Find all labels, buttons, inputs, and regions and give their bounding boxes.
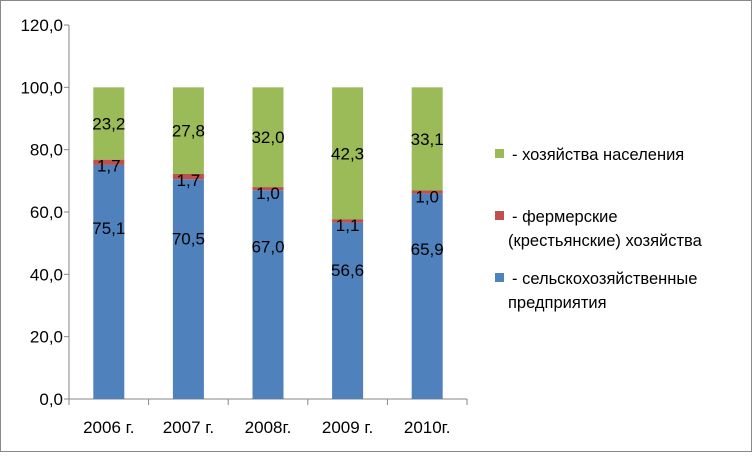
bar-segment	[252, 190, 284, 399]
data-label: 32,0	[251, 128, 284, 147]
bar-segment	[332, 87, 364, 220]
y-tick-label: 120,0	[20, 16, 63, 35]
legend-label: предприятия	[508, 294, 607, 312]
legend-label: (крестьянские) хозяйства	[508, 232, 703, 250]
x-tick-label: 2006 г.	[83, 418, 134, 437]
bar-segment	[252, 87, 284, 188]
bar-segment	[172, 173, 204, 180]
legend-label: - сельскохозяйственные	[512, 270, 697, 288]
data-label: 1,7	[177, 171, 201, 190]
data-label: 70,5	[172, 230, 205, 249]
legend-label: - фермерские	[512, 208, 618, 226]
legend: - хозяйства населения - фермерские (кресть…	[495, 146, 703, 312]
y-tick-label: 60,0	[30, 203, 63, 222]
axes: 0,0 20,0 40,0 60,0 80,0 100,0 120,0 2006 г. 2007…	[20, 16, 468, 437]
x-tick-label: 2010г.	[404, 418, 451, 437]
x-tick-label: 2007 г.	[163, 418, 214, 437]
data-label: 33,1	[411, 130, 444, 149]
legend-label: - хозяйства населения	[512, 146, 684, 164]
bars	[93, 87, 443, 399]
x-tick-label: 2009 г.	[322, 418, 373, 437]
y-tick-label: 0,0	[39, 390, 63, 409]
data-label: 65,9	[411, 240, 444, 259]
bar-segment	[172, 87, 204, 174]
bar-segment	[93, 164, 125, 399]
bar-segment	[93, 87, 125, 160]
bar-segment	[411, 190, 443, 194]
data-label: 56,6	[331, 261, 364, 280]
bar-segment	[411, 87, 443, 191]
x-tick-label: 2008г.	[245, 418, 292, 437]
bar-segment	[172, 179, 204, 399]
data-label: 27,8	[172, 122, 205, 141]
data-label: 23,2	[92, 114, 125, 133]
data-label: 75,1	[92, 219, 125, 238]
bar-segment	[411, 193, 443, 399]
y-tick-label: 80,0	[30, 141, 63, 160]
y-tick-label: 20,0	[30, 328, 63, 347]
legend-swatch	[495, 273, 504, 282]
y-tick-label: 100,0	[20, 78, 63, 97]
y-tick-label: 40,0	[30, 265, 63, 284]
bar-segment	[332, 222, 364, 399]
data-label: 42,3	[331, 144, 364, 163]
data-label: 1,0	[256, 184, 280, 203]
bar-segment	[93, 159, 125, 165]
data-label: 1,1	[336, 216, 360, 235]
legend-swatch	[495, 149, 504, 158]
data-label: 1,7	[97, 157, 121, 176]
bar-segment	[332, 219, 364, 223]
bar-segment	[252, 187, 284, 191]
data-labels: 75,1 1,7 23,2 70,5 1,7 27,8 67,0 1,0 32,0 56,6 1,1…	[92, 114, 443, 280]
legend-swatch	[495, 211, 504, 220]
data-label: 67,0	[251, 238, 284, 257]
data-label: 1,0	[415, 187, 439, 206]
